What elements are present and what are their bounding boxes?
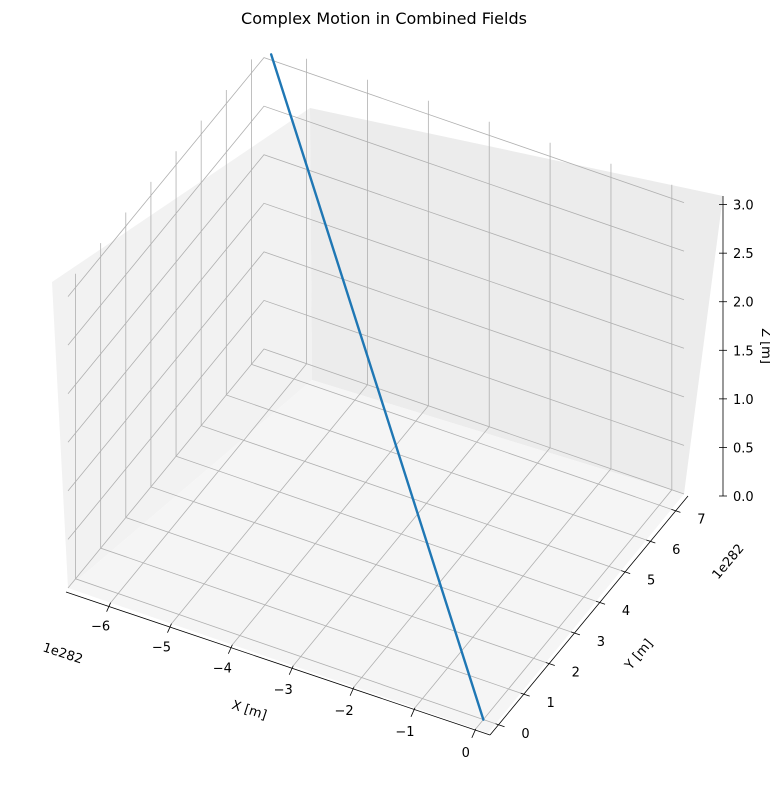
z-grid-line xyxy=(67,202,685,443)
z-grid-line xyxy=(67,251,685,492)
series-layer xyxy=(269,53,485,721)
y-tick-mark xyxy=(570,631,581,636)
x-tick-label: −2 xyxy=(335,704,354,719)
z-tick-label: 2.5 xyxy=(733,247,754,262)
z-tick-label: 0.5 xyxy=(733,441,754,456)
x-axis-line xyxy=(65,591,491,736)
y-tick-mark xyxy=(595,600,606,605)
x-tick-mark xyxy=(227,644,233,654)
y-tick-mark xyxy=(520,692,530,697)
y-tick-label: 6 xyxy=(672,543,680,558)
x-tick-label: 0 xyxy=(462,746,470,761)
y-tick-label: 5 xyxy=(647,574,655,589)
z-tick-label: 2.0 xyxy=(733,296,754,311)
z-grid-line xyxy=(67,348,685,589)
z-tick-group: 0.0 0.5 1.0 1.5 2.0 2.5 3.0 xyxy=(719,199,754,505)
x-tick-mark xyxy=(288,665,294,675)
y-tick-mark xyxy=(646,539,656,544)
x-tick-mark xyxy=(471,728,477,738)
z-tick-label: 3.0 xyxy=(733,199,754,214)
y-tick-label: 7 xyxy=(697,512,705,527)
y-tick-mark xyxy=(495,723,505,728)
x-tick-label: −3 xyxy=(274,683,293,698)
x-tick-label: −5 xyxy=(152,641,171,656)
chart-title: Complex Motion in Combined Fields xyxy=(241,9,527,28)
y-axis-label: Y [m] xyxy=(622,637,657,674)
x-tick-label: −4 xyxy=(213,662,232,677)
y-tick-mark xyxy=(545,662,555,666)
y-tick-label: 1 xyxy=(547,696,555,711)
x-tick-mark xyxy=(349,686,355,696)
z-grid-line xyxy=(67,154,685,394)
x-tick-mark xyxy=(106,602,111,612)
grid-lines xyxy=(67,57,685,730)
right-pane xyxy=(310,108,723,494)
x-tick-group: 0 −1 −2 −3 −4 −5 −6 xyxy=(91,602,477,761)
z-axis-label: Z [m] xyxy=(758,328,770,364)
y-tick-label: 2 xyxy=(572,666,580,681)
y-tick-group: 0 1 2 3 4 5 6 7 xyxy=(495,508,706,742)
x-tick-mark xyxy=(410,707,416,717)
x-axis-label: X [m] xyxy=(230,698,269,723)
x-tick-mark xyxy=(167,623,172,633)
z-grid-line xyxy=(67,57,685,297)
y-offset-text: 1e282 xyxy=(710,541,748,582)
trajectory-line xyxy=(269,53,485,721)
left-pane xyxy=(52,108,312,588)
y-tick-label: 4 xyxy=(622,604,630,619)
z-tick-label: 1.5 xyxy=(733,344,754,359)
y-tick-mark xyxy=(621,570,631,574)
z-tick-label: 0.0 xyxy=(733,490,754,505)
y-tick-label: 3 xyxy=(597,635,605,650)
y-axis-line xyxy=(489,495,689,736)
x-tick-label: −1 xyxy=(395,725,414,740)
floor-pane xyxy=(68,380,684,733)
y-tick-label: 0 xyxy=(521,727,529,742)
z-grid-line xyxy=(67,105,685,346)
z-tick-label: 1.0 xyxy=(733,393,754,408)
z-grid-line xyxy=(67,299,685,540)
x-offset-text: 1e282 xyxy=(41,641,85,668)
y-tick-mark xyxy=(671,508,681,513)
x-tick-label: −6 xyxy=(91,620,110,635)
